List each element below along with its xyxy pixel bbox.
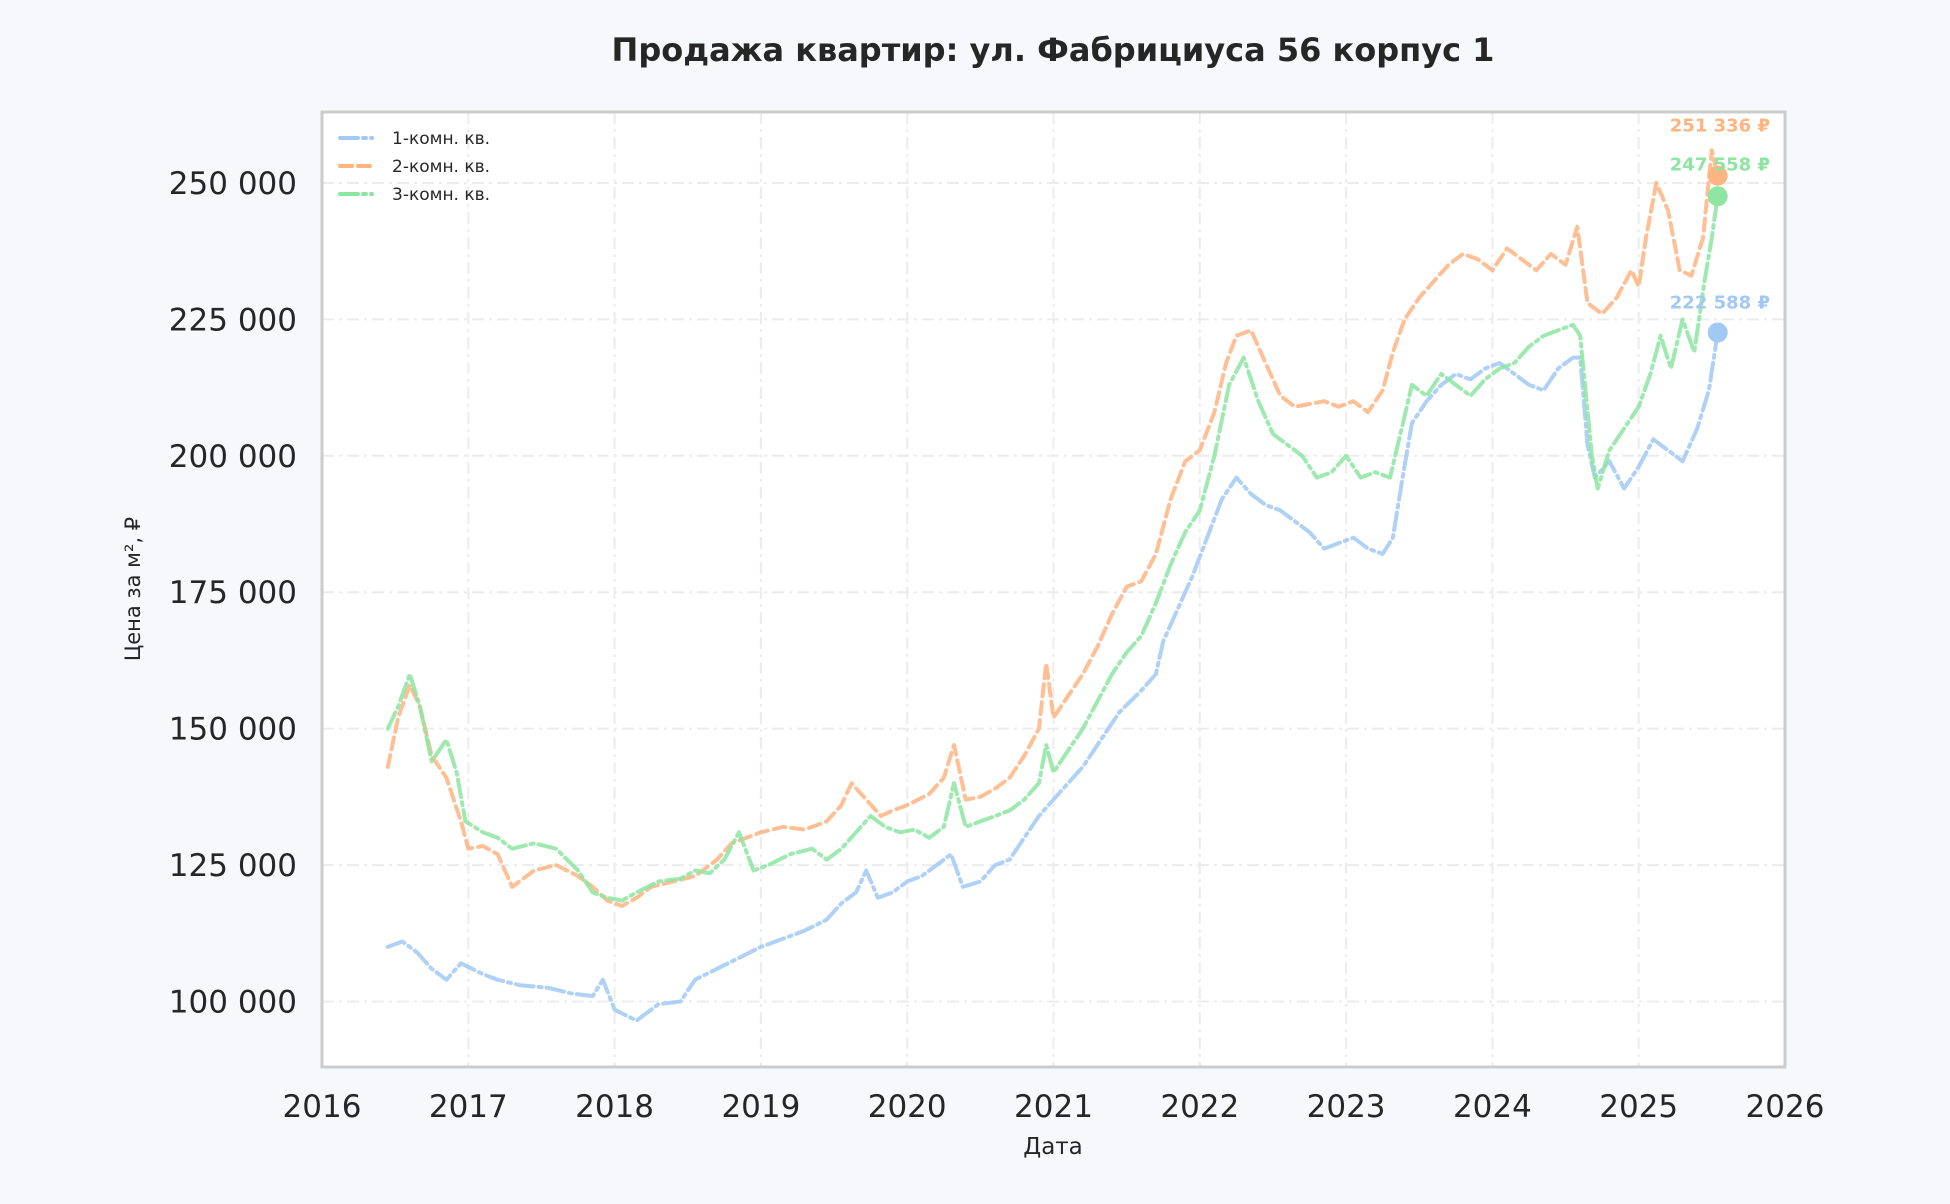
x-tick-label: 2026: [1746, 1089, 1825, 1125]
y-tick-label: 125 000: [169, 848, 297, 884]
x-tick-label: 2025: [1599, 1089, 1678, 1125]
x-tick-label: 2020: [868, 1089, 947, 1125]
x-tick-label: 2022: [1160, 1089, 1239, 1125]
series-endpoint-3: [1707, 186, 1728, 207]
x-tick-label: 2021: [1014, 1089, 1093, 1125]
legend-label-1: 1-комн. кв.: [392, 129, 490, 149]
series-endpoint-label-1: 222 588 ₽: [1670, 293, 1770, 314]
x-tick-label: 2017: [429, 1089, 508, 1125]
series-endpoint-1: [1707, 322, 1728, 343]
series-line-3: [385, 194, 1720, 903]
grid: [322, 112, 1785, 1067]
series-line-1: [385, 330, 1720, 1023]
x-axis-label: Дата: [1023, 1134, 1083, 1160]
y-tick-label: 150 000: [169, 712, 297, 748]
series-line-2: [385, 148, 1720, 908]
x-tick-label: 2016: [283, 1089, 362, 1125]
legend: 1-комн. кв. 2-комн. кв. 3-комн. кв.: [338, 129, 490, 205]
y-tick-label: 175 000: [169, 575, 297, 611]
legend-label-3: 3-комн. кв.: [392, 185, 490, 205]
x-tick-label: 2023: [1307, 1089, 1386, 1125]
y-tick-label: 225 000: [169, 302, 297, 338]
series-endpoint-label-2: 251 336 ₽: [1670, 116, 1770, 137]
x-tick-label: 2019: [721, 1089, 800, 1125]
y-axis-ticks: 100 000 125 000 150 000 175 000 200 000 225 0…: [169, 166, 297, 1021]
chart-title: Продажа квартир: ул. Фабрициуса 56 корпу…: [612, 31, 1495, 69]
legend-label-2: 2-комн. кв.: [392, 157, 490, 177]
y-tick-label: 250 000: [169, 166, 297, 202]
y-tick-label: 100 000: [169, 985, 297, 1021]
x-axis-ticks: 2016 2017 2018 2019 2020 2021 2022 2023 2024 2025…: [283, 1089, 1825, 1125]
x-tick-label: 2018: [575, 1089, 654, 1125]
series-layer: [385, 148, 1720, 1023]
series-endpoint-2: [1707, 165, 1728, 186]
x-tick-label: 2024: [1453, 1089, 1532, 1125]
y-tick-label: 200 000: [169, 439, 297, 475]
endpoint-layer: 222 588 ₽ 251 336 ₽ 247 558 ₽: [1670, 116, 1770, 343]
series-endpoint-label-3: 247 558 ₽: [1670, 154, 1770, 175]
y-axis-label: Цена за м², ₽: [121, 517, 145, 661]
plot-frame: [320, 110, 1787, 1069]
